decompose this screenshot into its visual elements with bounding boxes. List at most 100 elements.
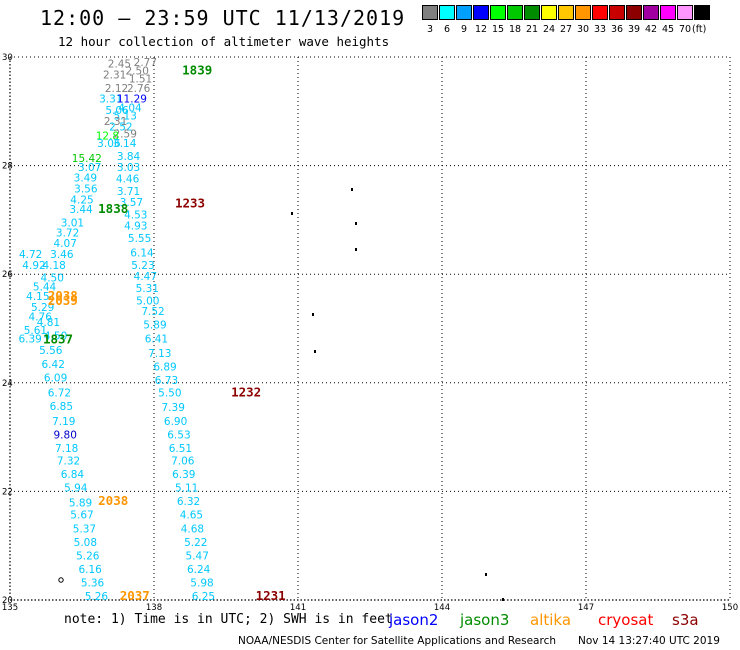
wave-height-value: 6.90 [164, 416, 187, 428]
legend-note: note: 1) Time is in UTC; 2) SWH is in fe… [64, 612, 393, 627]
wave-height-value: 4.15 [26, 291, 49, 303]
island-shape [355, 222, 357, 225]
island-shape [58, 577, 64, 583]
wave-height-value: 15.42 [72, 153, 102, 165]
color-scale-label: 39 [627, 24, 641, 35]
wave-height-value: 7.13 [148, 348, 171, 360]
wave-height-value: 5.26 [85, 591, 109, 603]
satellite-jason2: jason2 [389, 611, 439, 629]
pass-time-label: 2037 [120, 588, 150, 603]
wave-height-value: 5.08 [74, 537, 97, 549]
wave-height-value: 7.18 [55, 443, 78, 455]
wave-height-value: 6.84 [61, 469, 85, 481]
satellite-s3a: s3a [672, 611, 699, 629]
color-scale-label: 27 [559, 24, 573, 35]
wave-height-value: 4.47 [134, 271, 157, 283]
wave-height-value: 5.89 [143, 320, 166, 332]
wave-height-value: 3.72 [56, 227, 79, 239]
pass-time-label: 1839 [182, 63, 212, 78]
color-scale-label: 9 [460, 24, 468, 35]
wave-height-value: 2.52 [109, 122, 132, 134]
wave-height-value: 4.68 [181, 523, 204, 535]
wave-height-value: 2.76 [127, 83, 151, 95]
color-scale-label: 15 [491, 24, 505, 35]
color-scale-label: 24 [542, 24, 556, 35]
lon-tick-label: 141 [290, 603, 306, 612]
color-swatch [660, 5, 676, 20]
wave-height-value: 5.67 [70, 510, 93, 522]
wave-height-value: 11.29 [117, 93, 147, 105]
wave-height-value: 3.84 [117, 151, 141, 163]
color-swatch [507, 5, 523, 20]
wave-height-value: 4.07 [54, 238, 77, 250]
wave-height-value: 5.36 [81, 578, 105, 590]
wave-height-value: 4.81 [37, 317, 60, 329]
color-swatch [490, 5, 506, 20]
wave-height-value: 4.50 [44, 331, 67, 343]
pass-time-label: 1232 [231, 385, 261, 400]
island-shape [312, 313, 314, 316]
color-swatch [456, 5, 472, 20]
color-scale-label: 33 [593, 24, 607, 35]
wave-height-value: 5.22 [184, 537, 207, 549]
color-swatch [575, 5, 591, 20]
wave-height-value: 3.07 [78, 162, 101, 174]
wave-height-value: 5.23 [131, 260, 154, 272]
color-swatch [609, 5, 625, 20]
wave-height-value: 5.06 [105, 105, 129, 117]
wave-height-value: 5.26 [76, 550, 100, 562]
color-scale-label: 21 [525, 24, 539, 35]
wave-height-value: 7.32 [57, 455, 80, 467]
wave-height-value: 6.32 [177, 496, 200, 508]
color-swatch [541, 5, 557, 20]
color-scale-label: 3 [426, 24, 434, 35]
wave-height-value: 3.01 [61, 218, 84, 230]
pass-time-label: 2038 [48, 288, 78, 303]
wave-height-value: 4.50 [41, 272, 64, 284]
wave-height-value: 1.51 [129, 74, 152, 86]
color-swatch [524, 5, 540, 20]
lat-tick-label: 28 [2, 162, 13, 172]
wave-height-value: 6.16 [78, 564, 102, 576]
wave-height-value: 6.42 [42, 359, 65, 371]
color-scale-label: 12 [474, 24, 488, 35]
wave-height-value: 5.89 [69, 497, 92, 509]
color-swatch [422, 5, 438, 20]
wave-height-value: 7.06 [171, 455, 195, 467]
wave-height-value: 3.57 [120, 197, 143, 209]
wave-height-value: 5.47 [186, 550, 209, 562]
wave-height-value: 6.73 [155, 375, 178, 387]
wave-height-value: 6.39 [172, 469, 195, 481]
wave-height-value: 4.46 [116, 174, 140, 186]
lon-tick-label: 144 [434, 603, 450, 612]
color-swatch [626, 5, 642, 20]
lon-tick-label: 138 [146, 603, 162, 612]
wave-height-value: 5.94 [64, 483, 88, 495]
wave-height-value: 2.12 [105, 83, 128, 95]
wave-height-value: 3.71 [117, 186, 140, 198]
footer-timestamp: Nov 14 13:27:40 UTC 2019 [578, 635, 720, 647]
color-scale-label: 6 [443, 24, 451, 35]
wave-height-value: 5.13 [114, 111, 137, 123]
wave-height-value: 5.50 [158, 388, 181, 400]
color-scale-label: 42 [644, 24, 658, 35]
wave-height-value: 3.46 [50, 249, 74, 261]
wave-height-value: 5.61 [24, 325, 47, 337]
wave-height-value: 6.25 [192, 591, 215, 603]
lat-tick-label: 26 [2, 270, 13, 280]
wave-height-value: 5.55 [128, 233, 151, 245]
island-shape [485, 573, 487, 576]
color-swatch [473, 5, 489, 20]
color-scale-label: 30 [576, 24, 590, 35]
wave-height-value: 4.65 [180, 510, 203, 522]
wave-height-value: 6.14 [130, 247, 154, 259]
pass-time-label: 2038 [98, 493, 128, 508]
pass-time-label: 2039 [48, 293, 78, 308]
wave-height-value: 4.72 [19, 249, 42, 261]
wave-height-value: 6.09 [44, 372, 67, 384]
lat-tick-label: 24 [2, 379, 13, 389]
wave-height-value: 2.77 [134, 57, 157, 69]
wave-height-value: 7.52 [141, 306, 164, 318]
color-swatch [643, 5, 659, 20]
wave-height-value: 5.31 [136, 283, 159, 295]
